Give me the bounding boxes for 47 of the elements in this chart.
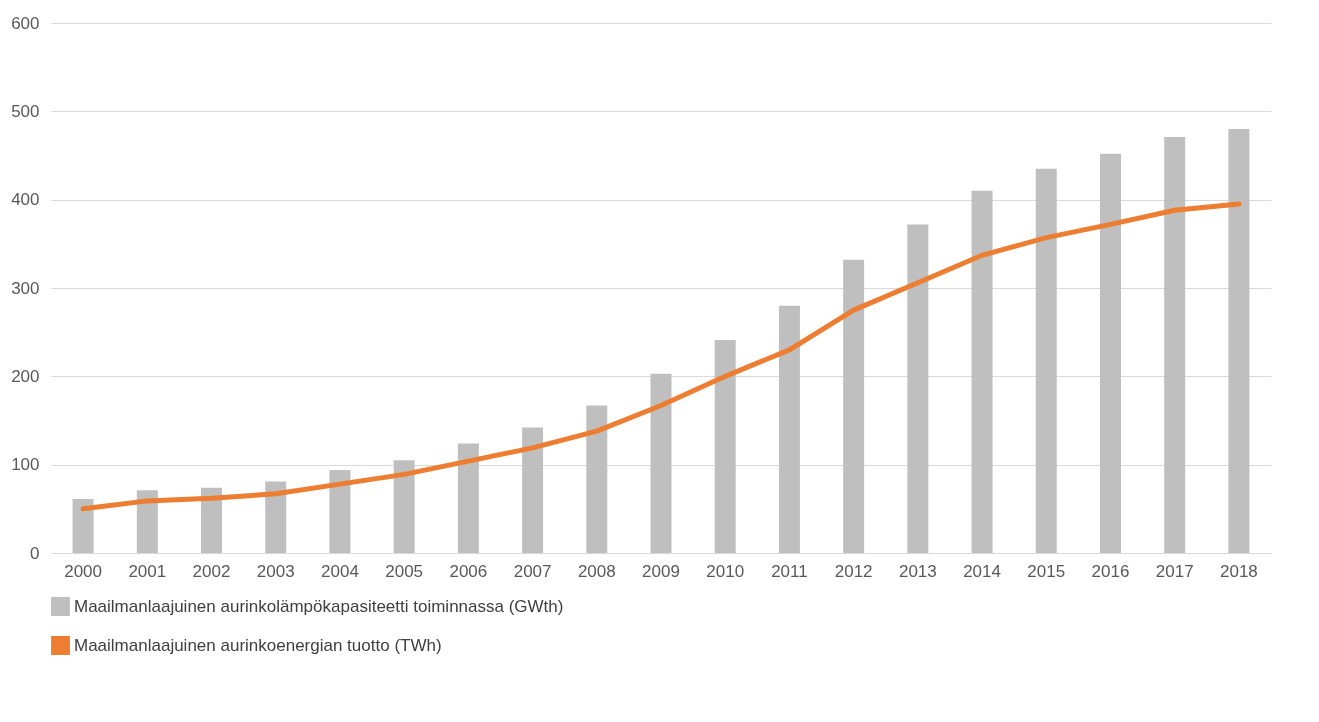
bar [72, 499, 94, 553]
x-tick-label: 2005 [385, 561, 424, 581]
x-tick-label: 2010 [706, 561, 745, 581]
y-tick-label: 200 [11, 366, 40, 386]
bar [1164, 136, 1186, 553]
bar [393, 460, 415, 553]
x-tick-label: 2012 [834, 561, 873, 581]
y-tick-label: 100 [11, 455, 40, 475]
x-tick-label: 2004 [321, 561, 359, 581]
legend-label: Maailmanlaajuinen aurinkolämpökapasiteetti toiminnassa (GWth) [74, 596, 564, 616]
bar [907, 224, 929, 553]
bar [971, 190, 993, 553]
bar [714, 340, 736, 553]
y-tick-label: 400 [11, 190, 40, 210]
x-tick-label: 2013 [898, 561, 937, 581]
x-tick-label: 2018 [1219, 561, 1258, 581]
x-tick-label: 2006 [449, 561, 488, 581]
bar [457, 443, 479, 553]
bar [843, 259, 865, 553]
x-tick-label: 2014 [963, 561, 1001, 581]
bar [1228, 129, 1250, 553]
x-tick-label: 2003 [256, 561, 295, 581]
x-tick-label: 2001 [128, 561, 167, 581]
y-tick-label: 500 [11, 101, 40, 121]
bar [329, 469, 351, 553]
bar [136, 490, 158, 553]
bar [586, 405, 608, 553]
x-tick-label: 2017 [1155, 561, 1194, 581]
x-tick-label: 2016 [1091, 561, 1130, 581]
bar [650, 373, 672, 553]
bar [778, 305, 800, 553]
bar [201, 487, 223, 553]
x-tick-label: 2000 [64, 561, 103, 581]
bar [522, 427, 544, 553]
x-tick-label: 2007 [513, 561, 552, 581]
bar [265, 481, 287, 553]
bar [1099, 153, 1121, 553]
x-tick-label: 2009 [642, 561, 680, 581]
x-tick-label: 2015 [1027, 561, 1066, 581]
x-tick-label: 2002 [192, 561, 231, 581]
bar [1035, 168, 1057, 553]
x-tick-label: 2011 [771, 561, 808, 581]
x-tick-label: 2008 [577, 561, 616, 581]
legend-label: Maailmanlaajuinen aurinkoenergian tuotto (TWh) [74, 635, 442, 655]
y-tick-label: 300 [11, 278, 40, 298]
y-tick-label: 0 [30, 543, 40, 563]
y-tick-label: 600 [11, 13, 40, 33]
